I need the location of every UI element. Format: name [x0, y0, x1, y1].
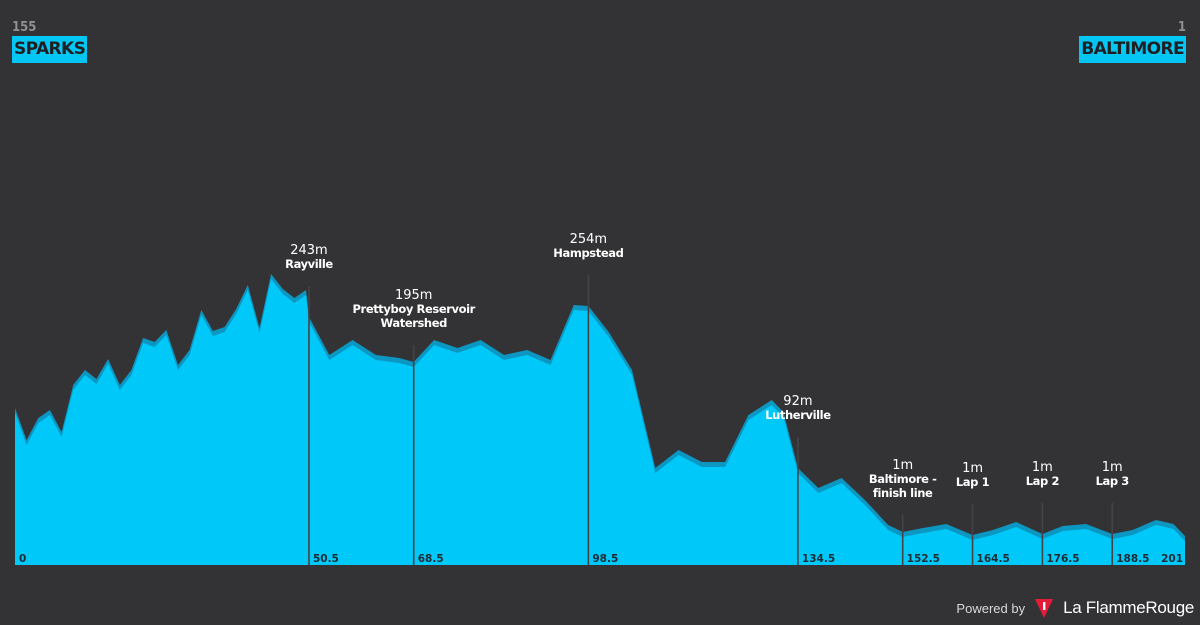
finish-place-badge: BALTIMORE — [1079, 36, 1186, 63]
marker-elevation-label: 254m — [570, 232, 607, 247]
marker-elevation-label: 243m — [290, 243, 327, 258]
x-tick-label: 188.5 — [1116, 553, 1149, 565]
x-tick-label: 152.5 — [907, 553, 940, 565]
marker-elevation-label: 1m — [1032, 460, 1053, 475]
marker-place-label: Lutherville — [765, 408, 831, 422]
marker-place-label: finish line — [873, 486, 933, 500]
marker-place-label: Lap 3 — [1096, 474, 1130, 488]
flamme-rouge-logo-icon — [1035, 599, 1054, 618]
profile-area-layer — [15, 274, 1185, 565]
marker-elevation-label: 195m — [395, 288, 432, 303]
x-tick-label: 134.5 — [802, 553, 835, 565]
x-tick-label: 201 — [1161, 553, 1183, 565]
x-tick-layer: 0 50.5 68.5 98.5 134.5 152.5 164.5 176.5 188.5 20… — [19, 553, 1183, 565]
start-km-label: 155 — [12, 20, 37, 35]
marker-place-label: Watershed — [380, 316, 447, 330]
marker-elevation-label: 1m — [892, 458, 913, 473]
marker-place-label: Hampstead — [553, 246, 623, 260]
marker-place-label: Prettyboy Reservoir — [353, 302, 476, 316]
marker-elevation-label: 1m — [962, 461, 983, 476]
powered-by-label: Powered by — [956, 600, 1026, 616]
marker-place-label: Lap 1 — [956, 475, 990, 489]
marker-place-label: Rayville — [285, 257, 333, 271]
marker-place-label: Lap 2 — [1026, 474, 1059, 488]
marker-place-label: Baltimore - — [869, 472, 937, 486]
start-place-badge: SPARKS — [12, 36, 88, 63]
marker-elevation-label: 92m — [783, 394, 812, 409]
x-tick-label: 176.5 — [1046, 553, 1079, 565]
x-tick-label: 98.5 — [592, 553, 618, 565]
marker-elevation-label: 1m — [1102, 460, 1123, 475]
x-tick-label: 50.5 — [313, 553, 339, 565]
start-header: 155 SPARKS — [12, 20, 88, 63]
powered-by-footer: Powered by La FlammeRouge — [956, 597, 1194, 619]
brand-name[interactable]: La FlammeRouge — [1063, 598, 1194, 617]
x-tick-label: 164.5 — [977, 553, 1010, 565]
profile-area — [15, 279, 1185, 565]
x-tick-label: 68.5 — [418, 553, 444, 565]
finish-km-label: 1 — [1177, 20, 1186, 35]
finish-header: 1 BALTIMORE — [1079, 20, 1186, 63]
x-tick-label: 0 — [19, 553, 26, 565]
